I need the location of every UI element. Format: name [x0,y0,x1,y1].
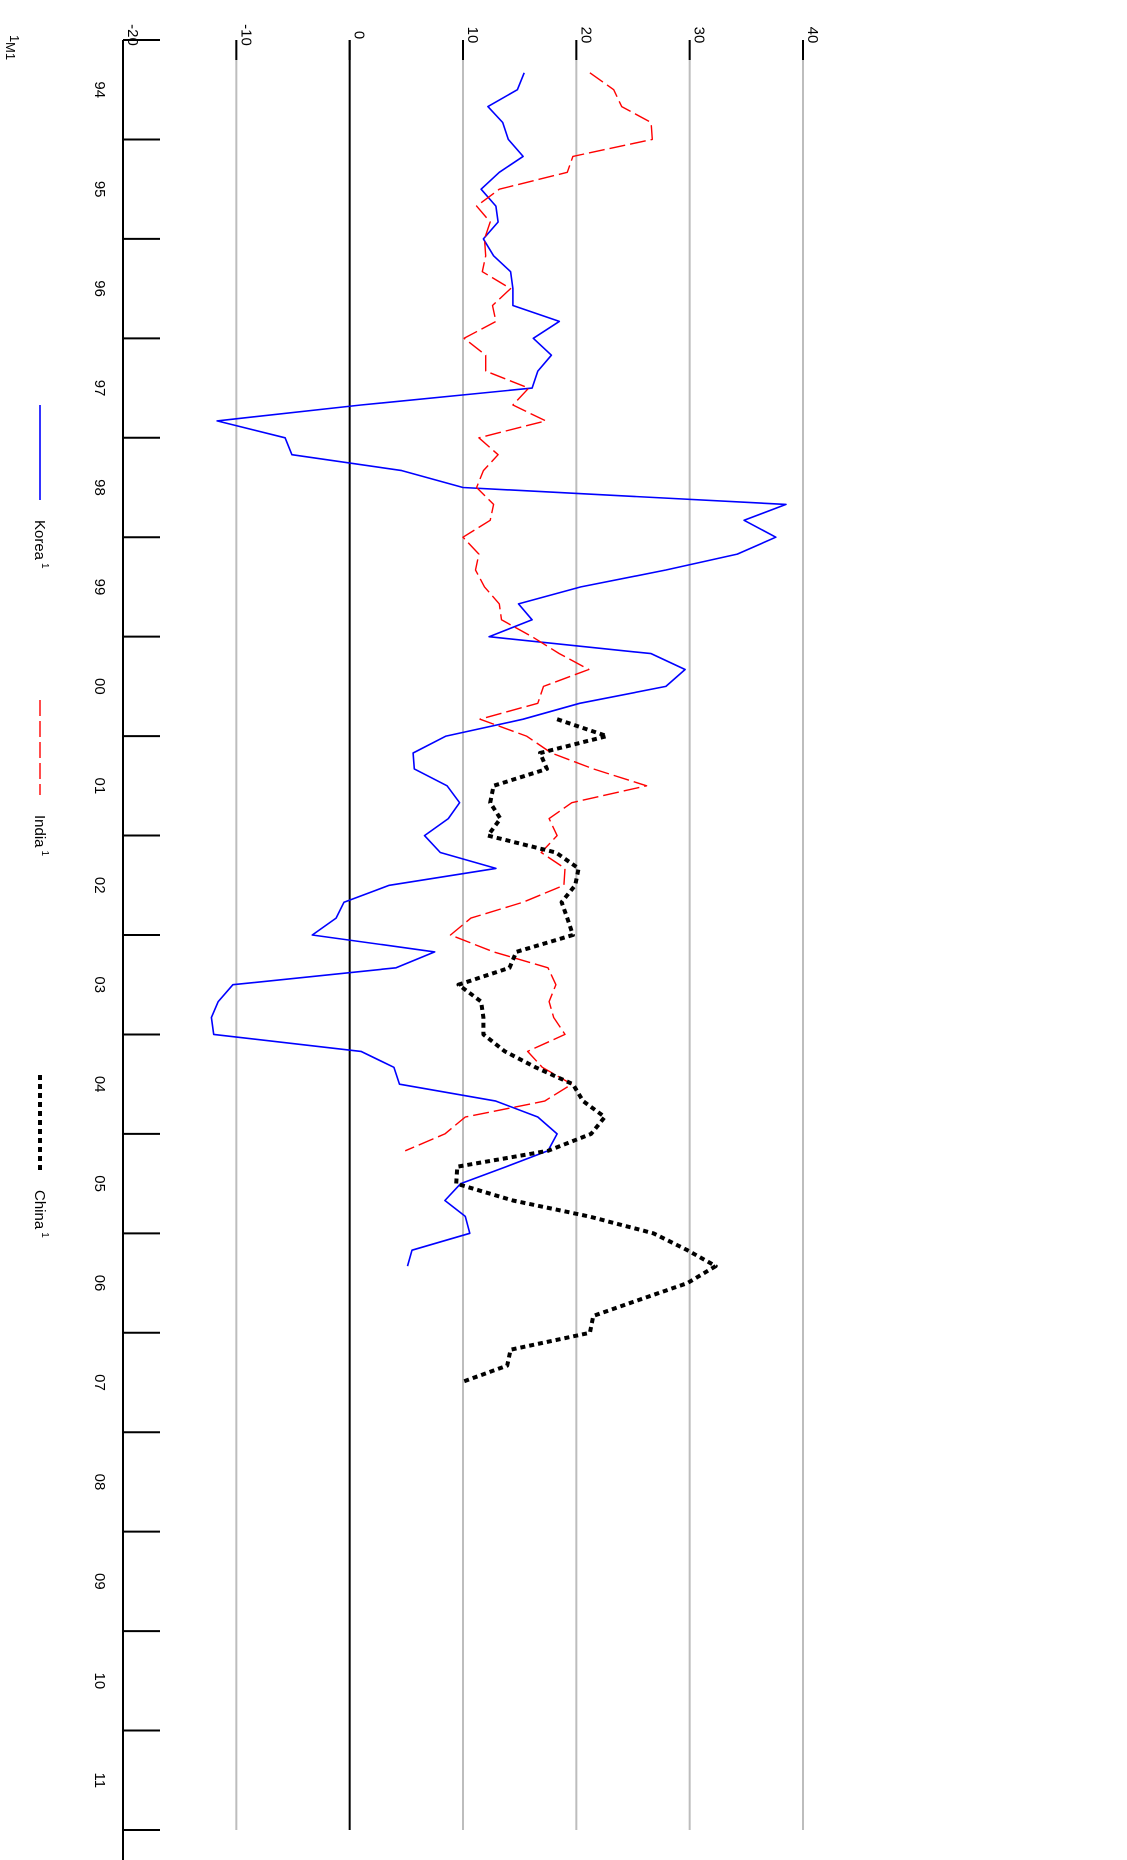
value-tick-label: 0 [351,31,368,39]
legend-label-korea: Korea1 [31,520,50,569]
value-tick-label: 40 [804,27,821,44]
value-tick-label: 30 [691,27,708,44]
series-lines [210,72,787,1385]
footnote-marker: 1 [7,35,22,42]
value-tick-label: 20 [577,27,594,44]
year-tick-label: 00 [91,678,108,695]
axes: -20 -10 0 10 20 30 40 94 95 96 97 98 99 00 01 02 03 04 05 0… [91,24,821,1860]
legend-superscript: 1 [39,563,50,569]
year-tick-label: 11 [91,1772,108,1788]
year-tick-label: 99 [91,579,108,596]
year-tick-label: 96 [91,280,108,297]
value-tick-label: 10 [464,27,481,44]
plot-area: -20 -10 0 10 20 30 40 94 95 96 97 98 99 00 01 02 03 04 05 0… [31,24,821,1860]
legend-superscript: 1 [39,1232,50,1238]
series-korea-line [210,72,787,1267]
legend-superscript: 1 [39,851,50,857]
series-china-line [454,717,718,1385]
gridlines [122,40,804,1830]
legend-label-china: China1 [31,1190,50,1238]
value-tick-label: -10 [237,24,254,46]
year-tick-label: 95 [91,181,108,198]
year-tick-label: 03 [91,976,108,993]
legend-label-india: India1 [31,815,50,857]
year-tick-label: 04 [91,1076,108,1093]
footnote-text: M1 [3,42,18,60]
year-tick-label: 94 [91,81,108,98]
year-tick-label: 01 [91,777,108,794]
year-tick-label: 10 [91,1672,108,1689]
footnote: 1 M1 [3,35,22,60]
series-india-line [404,72,653,1152]
legend: Korea1 India1 China1 [31,405,50,1238]
year-tick-label: 09 [91,1573,108,1590]
year-tick-label: 98 [91,479,108,496]
year-tick-label: 08 [91,1474,108,1491]
year-tick-label: 05 [91,1175,108,1192]
year-tick-label: 97 [91,380,108,397]
value-tick-label: -20 [124,24,141,46]
year-tick-label: 07 [91,1374,108,1391]
year-tick-label: 02 [91,877,108,894]
year-tick-label: 06 [91,1275,108,1292]
